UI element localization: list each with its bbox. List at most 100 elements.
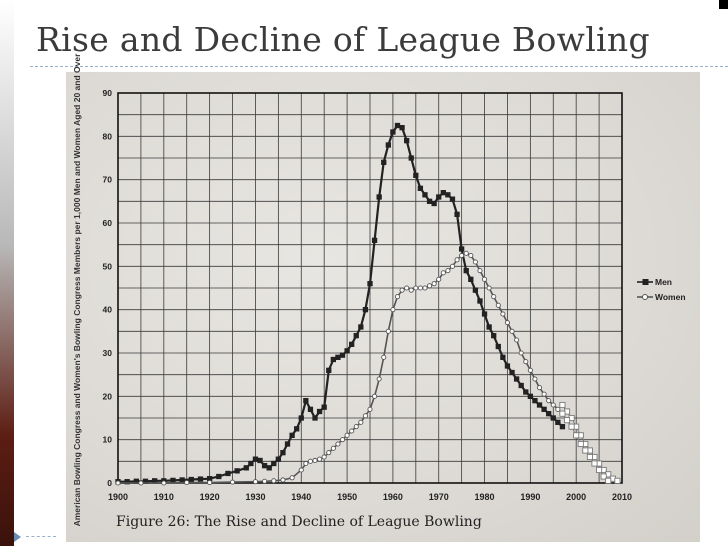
x-tick-labels: 1900 1910 1920 1930 1940 1950 1960 1970 1980 1990… [108,492,632,502]
data-point [472,287,479,293]
data-point [445,268,451,274]
data-point [449,263,456,269]
data-point [330,356,336,363]
data-point [509,369,515,376]
data-point [440,190,446,196]
data-point [436,194,442,200]
data-point [514,337,520,343]
data-point [431,200,437,207]
data-point [586,453,593,461]
data-point [546,411,552,417]
data-point [188,476,194,483]
data-point [591,460,598,467]
data-point [427,283,433,289]
data-point [614,477,621,484]
data-point [335,354,341,360]
x-tick-label: 1920 [200,492,220,502]
legend-marker [642,279,649,285]
data-point [339,352,346,358]
data-point [298,467,304,473]
data-point [261,463,268,469]
data-point [504,320,511,326]
y-tick-label: 60 [103,218,113,228]
plot-frame [117,92,623,484]
data-point [179,477,185,483]
data-point [344,432,350,438]
data-point [468,276,474,282]
data-point [486,324,492,330]
data-point [376,194,382,200]
y-tick-label: 70 [103,175,113,185]
data-point [115,480,121,486]
data-point [426,198,433,204]
data-point [454,211,460,217]
data-point [582,447,589,454]
data-point [550,415,556,421]
chart-axes [117,92,623,484]
data-point [413,172,419,178]
data-point [491,333,497,339]
data-point [440,270,446,276]
data-point [481,311,488,317]
data-point [500,311,506,317]
data-point [362,307,369,313]
data-point [546,398,552,404]
data-point [280,450,286,456]
data-point [559,401,566,409]
data-point [372,393,378,399]
data-point [317,456,323,462]
data-point [477,298,483,304]
series-line-1 [118,124,564,483]
data-point [390,307,396,313]
data-point [394,294,401,300]
x-tick-label: 1950 [337,492,357,502]
data-point [349,341,355,347]
data-point [550,402,556,408]
data-point [518,350,524,356]
footer-divider [26,536,56,537]
data-point [454,257,460,263]
data-point [504,363,511,369]
data-point [486,285,492,291]
data-point [321,404,327,410]
data-point [605,477,612,484]
data-point [353,333,359,339]
data-point [362,413,368,419]
data-point [367,281,373,287]
data-point [527,367,533,373]
data-point [234,468,240,474]
data-point [316,408,323,415]
x-tick-label: 1900 [108,492,128,502]
y-tick-label: 20 [103,391,113,401]
data-point [468,252,474,259]
data-point [312,415,318,421]
y-tick-label: 40 [103,305,113,315]
data-point [563,417,571,424]
data-point [307,458,313,464]
data-point [559,410,566,417]
x-tick-label: 1930 [245,492,265,502]
chart-legend: Men Women [637,277,686,302]
data-point [271,478,277,484]
slide-nav-arrow-icon[interactable] [14,532,21,542]
x-tick-label: 1990 [520,492,540,502]
y-tick-label: 90 [103,88,113,98]
data-point [491,294,497,300]
chart-series [115,122,621,486]
data-point [243,465,249,471]
data-point [262,478,268,484]
y-tick-label: 80 [103,131,113,141]
data-point [600,473,607,480]
data-point [481,276,488,282]
y-tick-label: 30 [103,348,113,358]
data-point [257,457,263,464]
data-point [216,473,222,480]
x-tick-label: 1970 [429,492,449,502]
legend-label: Men [655,277,672,287]
data-point [303,398,309,404]
data-point [436,276,442,282]
data-point [252,479,259,485]
data-point [413,285,419,291]
data-point [124,479,130,485]
data-point [289,432,295,438]
